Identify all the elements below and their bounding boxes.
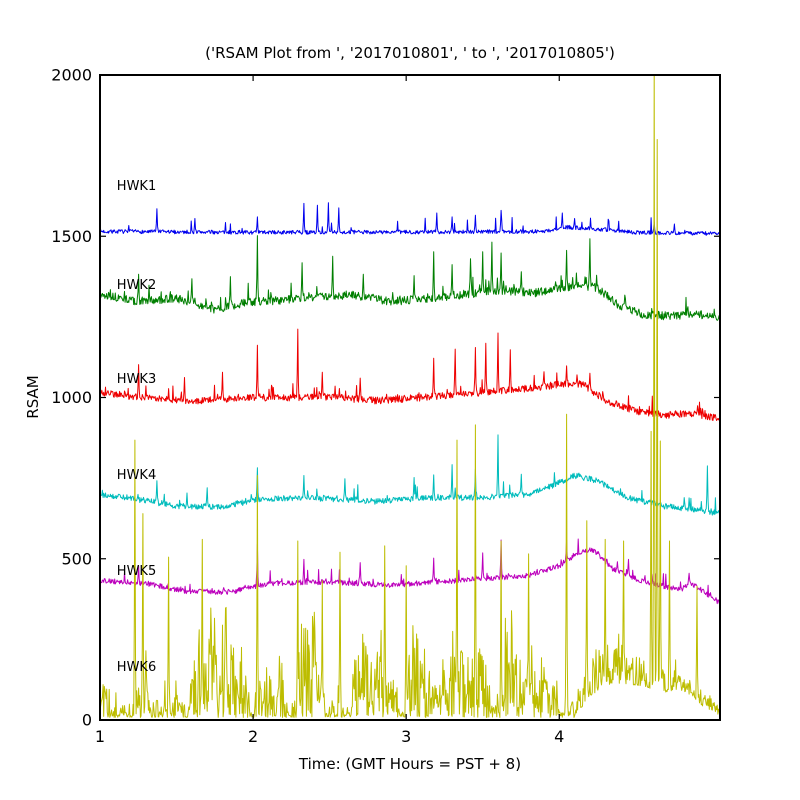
x-tick-label-2: 2: [248, 727, 258, 746]
series-line-hwk5: [100, 538, 720, 605]
y-tick-label-500: 500: [61, 549, 92, 568]
x-tick-label-1: 1: [95, 727, 105, 746]
station-label-hwk6: HWK6: [117, 660, 156, 675]
plot-title: ('RSAM Plot from ', '2017010801', ' to '…: [205, 44, 615, 62]
x-axis-label: Time: (GMT Hours = PST + 8): [298, 755, 521, 773]
series-line-hwk3: [100, 328, 720, 421]
station-label-hwk5: HWK5: [117, 564, 156, 579]
x-tick-label-4: 4: [554, 727, 564, 746]
series-line-hwk2: [100, 235, 720, 321]
station-labels: HWK1 HWK2 HWK3 HWK4 HWK5 HWK6: [117, 179, 156, 675]
station-label-hwk2: HWK2: [117, 278, 156, 293]
y-tick-label-2000: 2000: [51, 66, 92, 85]
series-line-hwk1: [100, 202, 720, 236]
y-axis-label: RSAM: [24, 375, 42, 418]
x-tick-label-3: 3: [401, 727, 411, 746]
series-lines: [100, 75, 720, 718]
y-tick-label-1500: 1500: [51, 227, 92, 246]
station-label-hwk3: HWK3: [117, 372, 156, 387]
station-label-hwk4: HWK4: [117, 468, 156, 483]
plot-border: [99, 74, 721, 721]
y-tick-label-1000: 1000: [51, 388, 92, 407]
series-line-hwk6: [100, 75, 720, 718]
series-line-hwk4: [100, 434, 720, 517]
y-tick-label-0: 0: [82, 711, 92, 730]
station-label-hwk1: HWK1: [117, 179, 156, 194]
